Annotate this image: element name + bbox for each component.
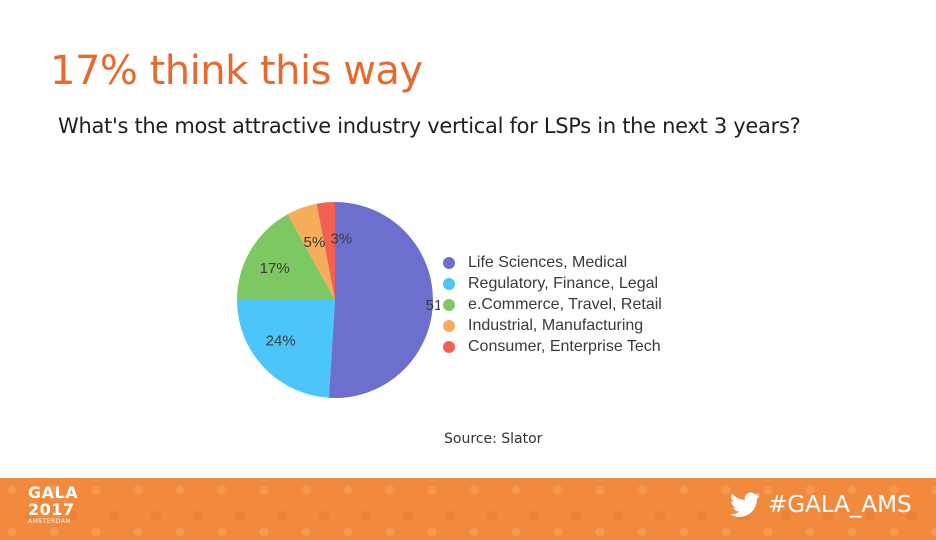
legend-item: Consumer, Enterprise Tech [443, 336, 662, 357]
pie-slice [328, 202, 433, 398]
pie-slice-label: 51% [426, 297, 440, 314]
pie-slice-label: 3% [330, 230, 352, 247]
footer-pattern [0, 478, 936, 540]
pie-slice [287, 203, 335, 300]
legend-item: Industrial, Manufacturing [443, 315, 662, 336]
footer-bar [0, 478, 936, 540]
twitter-bird-icon [730, 492, 760, 517]
legend-label: e.Commerce, Travel, Retail [468, 295, 662, 313]
gala-logo: GALA 2017 AMSTERDAM [28, 484, 88, 526]
source-note: Source: Slator [444, 431, 543, 447]
pie-slice [237, 300, 335, 398]
pie-slice-label: 24% [266, 333, 296, 350]
logo-text-city: AMSTERDAM [28, 518, 72, 525]
page-subtitle: What's the most attractive industry vert… [58, 114, 801, 138]
legend-swatch [443, 319, 455, 332]
legend-label: Consumer, Enterprise Tech [468, 337, 661, 355]
legend-swatch [443, 277, 455, 290]
logo-text-year: 2017 [28, 500, 75, 519]
legend-label: Industrial, Manufacturing [468, 316, 644, 334]
pie-slice-label: 17% [260, 260, 290, 277]
legend-item: Regulatory, Finance, Legal [443, 273, 662, 294]
pie-slice-label: 5% [304, 234, 326, 251]
page-title: 17% think this way [50, 48, 423, 94]
legend-item: e.Commerce, Travel, Retail [443, 294, 662, 315]
legend-swatch [443, 340, 455, 353]
legend-swatch [443, 298, 455, 311]
legend-label: Regulatory, Finance, Legal [468, 274, 659, 292]
pie-slice [316, 202, 335, 300]
chart-legend: Life Sciences, Medical Regulatory, Financ… [443, 252, 662, 357]
legend-swatch [443, 256, 455, 269]
pie-chart: 51% 24% 17% 5%3% [237, 202, 440, 398]
hashtag-text: #GALA_AMS [768, 492, 912, 518]
hashtag-block: #GALA_AMS [730, 492, 912, 518]
logo-text-gala: GALA [28, 483, 79, 502]
pie-slice [237, 214, 335, 300]
legend-label: Life Sciences, Medical [468, 253, 628, 271]
legend-item: Life Sciences, Medical [443, 252, 662, 273]
